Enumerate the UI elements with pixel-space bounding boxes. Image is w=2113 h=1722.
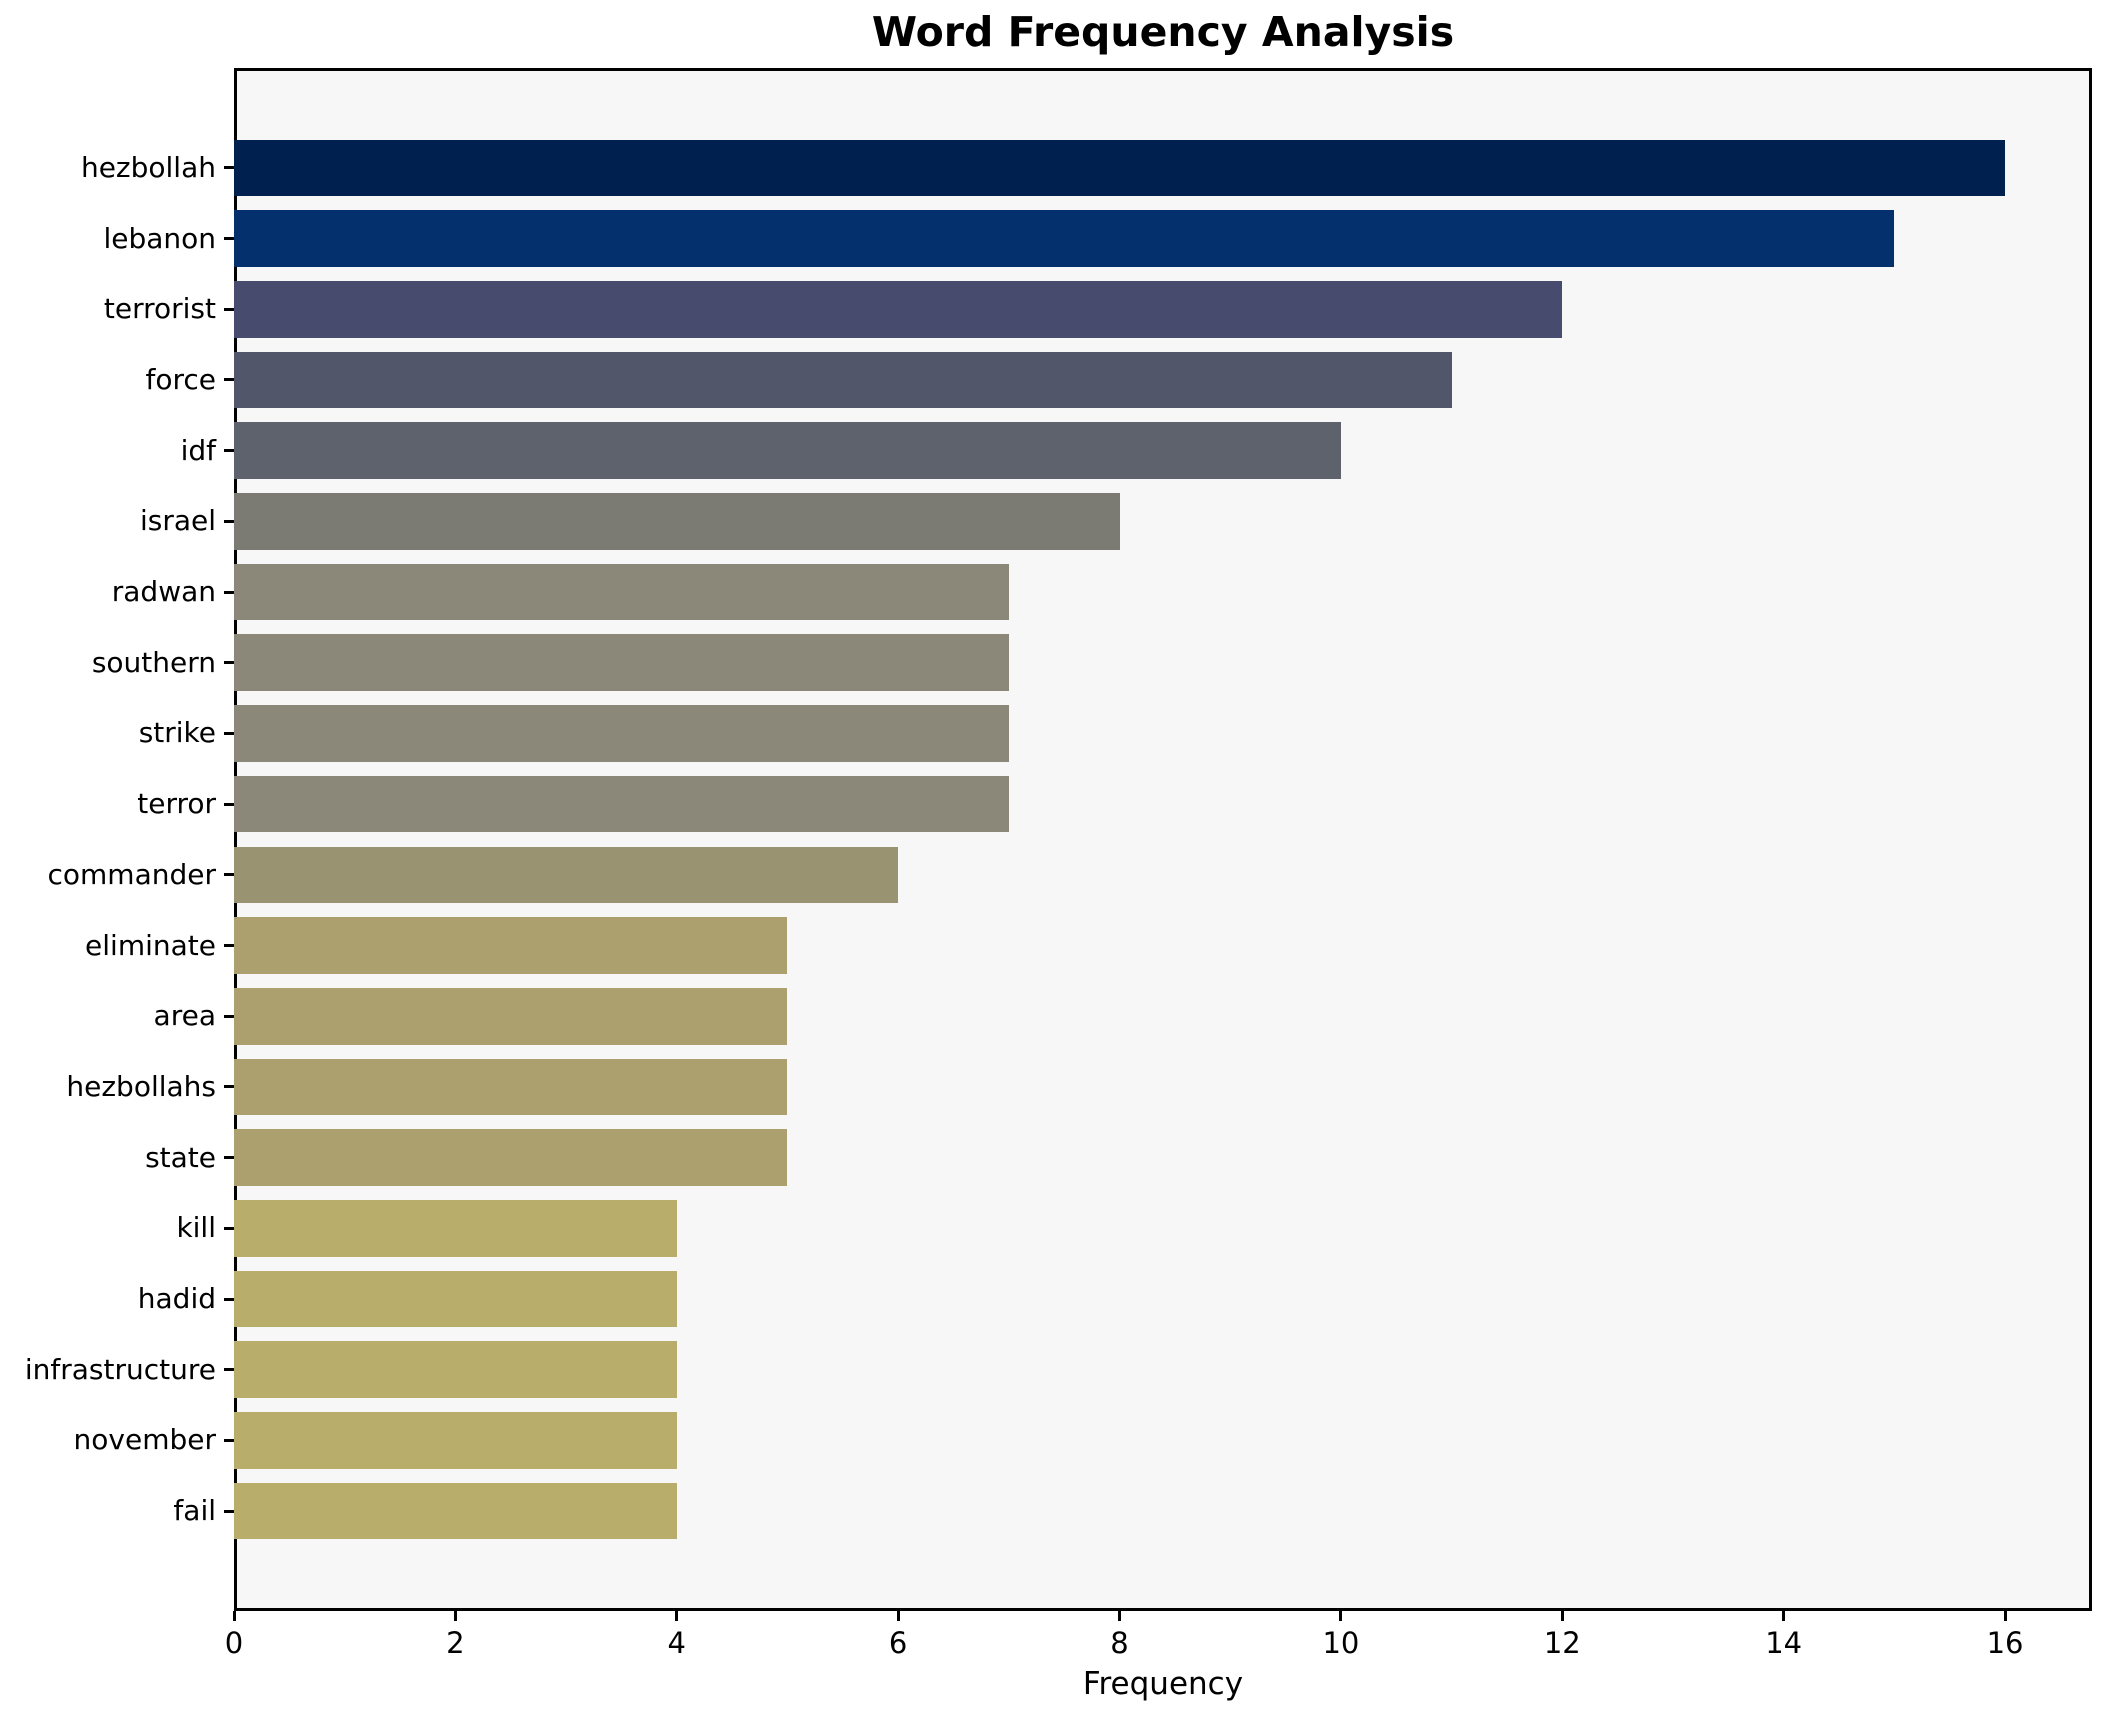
y-tick-label-israel: israel	[139, 504, 216, 538]
y-tick-mark	[224, 1014, 234, 1018]
x-tick-mark	[1118, 1611, 1122, 1621]
x-tick-mark	[2003, 1611, 2007, 1621]
x-tick-mark	[232, 1611, 236, 1621]
y-tick-mark	[224, 1297, 234, 1301]
x-tick-label-14: 14	[1765, 1626, 1803, 1660]
bar-radwan	[234, 563, 1009, 621]
bar-fail	[234, 1482, 677, 1540]
bar-state	[234, 1129, 788, 1186]
y-tick-label-hadid: hadid	[137, 1282, 216, 1316]
bars-layer	[234, 68, 2092, 1611]
y-tick-label-force: force	[145, 362, 216, 396]
x-tick-label-2: 2	[446, 1626, 465, 1660]
y-tick-mark	[224, 944, 234, 948]
y-tick-label-terrorist: terrorist	[103, 292, 216, 326]
y-tick-mark	[224, 166, 234, 170]
x-tick-mark	[1339, 1611, 1343, 1621]
y-tick-label-november: november	[73, 1423, 216, 1457]
chart-title: Word Frequency Analysis	[871, 8, 1455, 56]
x-tick-label-10: 10	[1322, 1626, 1360, 1660]
y-tick-mark	[224, 519, 234, 523]
x-tick-mark	[1560, 1611, 1564, 1621]
x-tick-label-0: 0	[224, 1626, 244, 1660]
bar-kill	[234, 1200, 677, 1257]
bar-strike	[234, 705, 1009, 762]
y-tick-mark	[224, 590, 234, 594]
y-tick-label-idf: idf	[180, 433, 216, 467]
y-tick-mark	[224, 802, 234, 806]
y-tick-mark	[224, 1509, 234, 1513]
y-tick-mark	[224, 449, 234, 453]
y-tick-mark	[224, 1085, 234, 1089]
y-tick-mark	[224, 307, 234, 311]
bar-hezbollahs	[234, 1058, 788, 1116]
bar-hezbollah	[234, 139, 2006, 197]
bar-southern	[234, 634, 1009, 692]
bar-lebanon	[234, 210, 1895, 267]
y-tick-mark	[224, 1156, 234, 1160]
bar-hadid	[234, 1270, 677, 1328]
bar-terror	[234, 775, 1009, 833]
y-tick-label-kill: kill	[176, 1211, 216, 1245]
x-tick-label-12: 12	[1543, 1626, 1581, 1660]
y-tick-label-strike: strike	[138, 716, 216, 750]
bar-infrastructure	[234, 1341, 677, 1399]
y-tick-mark	[224, 378, 234, 382]
y-tick-mark	[224, 731, 234, 735]
y-tick-mark	[224, 1438, 234, 1442]
y-tick-mark	[224, 1368, 234, 1372]
x-tick-label-8: 8	[1110, 1626, 1129, 1660]
x-axis-label: Frequency	[1082, 1666, 1244, 1702]
y-tick-label-fail: fail	[173, 1494, 216, 1528]
bar-terrorist	[234, 280, 1563, 338]
bar-israel	[234, 493, 1120, 550]
y-tick-label-eliminate: eliminate	[85, 928, 216, 962]
y-tick-mark	[224, 237, 234, 241]
y-tick-label-infrastructure: infrastructure	[24, 1352, 216, 1386]
y-tick-label-commander: commander	[47, 857, 217, 891]
y-tick-label-area: area	[153, 999, 216, 1033]
x-tick-label-6: 6	[888, 1626, 908, 1660]
y-tick-label-hezbollah: hezbollah	[80, 150, 216, 184]
y-tick-label-radwan: radwan	[111, 575, 216, 609]
x-tick-mark	[675, 1611, 679, 1621]
bar-eliminate	[234, 917, 788, 974]
y-tick-label-lebanon: lebanon	[103, 221, 216, 255]
y-tick-label-hezbollahs: hezbollahs	[66, 1069, 216, 1103]
bar-force	[234, 351, 1452, 409]
y-tick-mark	[224, 873, 234, 877]
y-tick-mark	[224, 1226, 234, 1230]
x-tick-mark	[896, 1611, 900, 1621]
y-tick-label-state: state	[145, 1140, 216, 1174]
y-tick-label-terror: terror	[137, 787, 216, 821]
x-tick-label-16: 16	[1986, 1626, 2024, 1660]
x-tick-label-4: 4	[667, 1626, 686, 1660]
bar-november	[234, 1412, 677, 1469]
y-tick-label-southern: southern	[91, 645, 216, 679]
x-tick-mark	[1782, 1611, 1786, 1621]
y-tick-mark	[224, 661, 234, 665]
x-tick-mark	[453, 1611, 457, 1621]
bar-commander	[234, 846, 899, 904]
bar-area	[234, 987, 788, 1045]
bar-idf	[234, 422, 1341, 479]
